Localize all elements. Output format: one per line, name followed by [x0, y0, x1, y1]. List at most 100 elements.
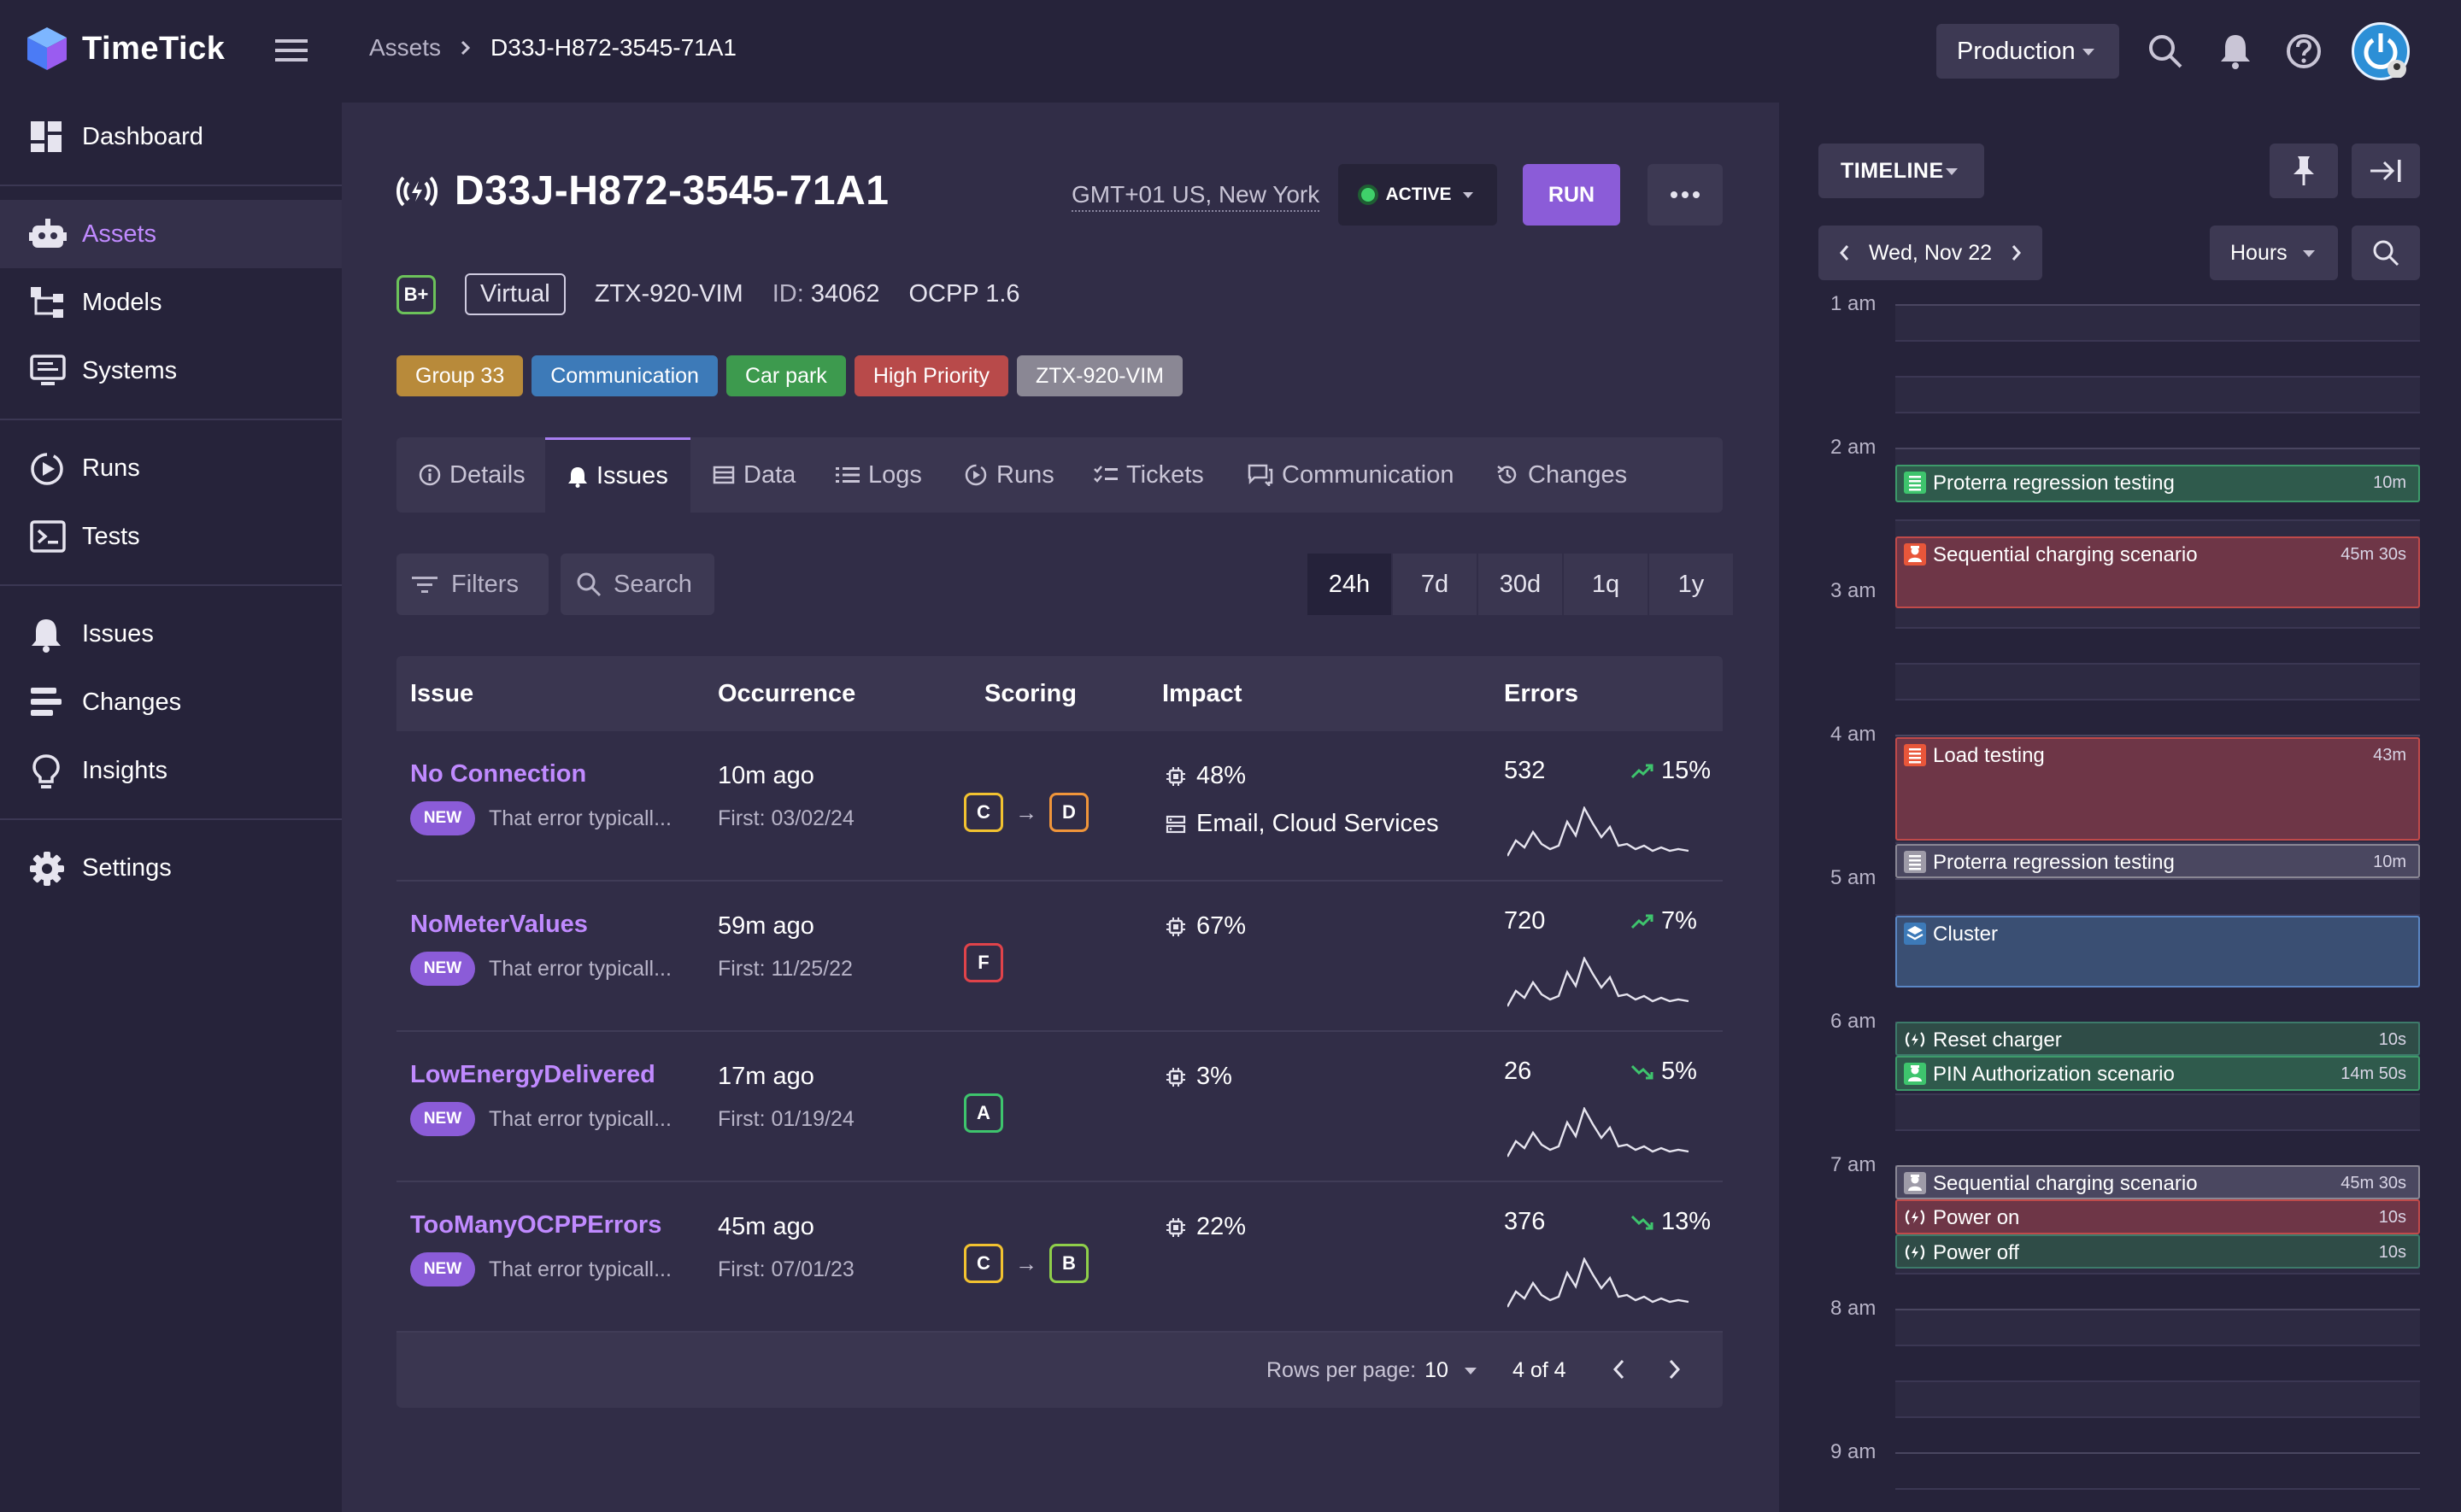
range-option-1y[interactable]: 1y: [1649, 554, 1733, 615]
filters-button[interactable]: Filters: [396, 554, 549, 615]
timeline-event[interactable]: Cluster: [1895, 915, 2420, 987]
grid-line: [1895, 878, 2420, 880]
tab-tickets[interactable]: Tickets: [1094, 437, 1204, 513]
timeline-event[interactable]: Load testing 43m: [1895, 737, 2420, 841]
timeline-event[interactable]: PIN Authorization scenario 14m 50s: [1895, 1056, 2420, 1091]
table-row[interactable]: No Connection NEW That error typicall... 10…: [396, 731, 1723, 882]
column-header-errors[interactable]: Errors: [1504, 680, 1579, 707]
grid-line: [1895, 448, 2420, 449]
pin-button[interactable]: [2270, 144, 2338, 198]
chevron-right-icon[interactable]: [2011, 243, 2023, 262]
user-avatar[interactable]: [2352, 22, 2410, 80]
sidebar-item-runs[interactable]: Runs: [0, 434, 342, 502]
scoring-badges: A: [964, 1093, 1003, 1133]
tab-changes[interactable]: Changes: [1495, 437, 1627, 513]
sidebar: Dashboard Assets Models Systems Runs Tes…: [0, 103, 342, 1512]
app-logo[interactable]: TimeTick: [26, 26, 225, 72]
chevron-left-icon[interactable]: [1838, 243, 1850, 262]
timeline-search-button[interactable]: [2352, 226, 2420, 280]
issue-name-link[interactable]: No Connection: [410, 760, 587, 788]
tab-runs[interactable]: Runs: [964, 437, 1054, 513]
range-option-24h[interactable]: 24h: [1307, 554, 1391, 615]
issue-name-link[interactable]: LowEnergyDelivered: [410, 1061, 655, 1088]
table-row[interactable]: NoMeterValues NEW That error typicall... 59…: [396, 882, 1723, 1032]
range-option-7d[interactable]: 7d: [1393, 554, 1477, 615]
breadcrumb-parent[interactable]: Assets: [369, 34, 442, 61]
tab-label: Data: [743, 460, 796, 489]
grid-line: [1895, 699, 2420, 700]
chevron-right-icon[interactable]: [1666, 1358, 1682, 1380]
sidebar-item-dashboard[interactable]: Dashboard: [0, 103, 342, 171]
list-icon: [836, 467, 860, 483]
rows-per-page[interactable]: Rows per page: 10: [1266, 1358, 1477, 1383]
error-trend: 13%: [1630, 1208, 1711, 1236]
issue-name-link[interactable]: TooManyOCPPErrors: [410, 1211, 662, 1239]
timeline-event[interactable]: Sequential charging scenario 45m 30s: [1895, 1165, 2420, 1200]
search-input[interactable]: Search: [561, 554, 714, 615]
event-duration: 10s: [2378, 1242, 2406, 1262]
table-row[interactable]: LowEnergyDelivered NEW That error typicall…: [396, 1032, 1723, 1182]
menu-icon[interactable]: [275, 38, 308, 63]
person-icon: [1904, 543, 1926, 566]
grid-line: [1895, 1309, 2420, 1310]
timeline-event[interactable]: Proterra regression testing 10m: [1895, 465, 2420, 502]
sidebar-item-issues[interactable]: Issues: [0, 600, 342, 668]
scoring-badges: C → D: [964, 793, 1089, 832]
column-header-scoring[interactable]: Scoring: [984, 680, 1077, 707]
column-header-issue[interactable]: Issue: [410, 680, 474, 707]
tab-data[interactable]: Data: [713, 437, 796, 513]
tab-logs[interactable]: Logs: [836, 437, 922, 513]
sidebar-item-settings[interactable]: Settings: [0, 834, 342, 902]
grid-line: [1895, 340, 2420, 342]
sidebar-item-changes[interactable]: Changes: [0, 668, 342, 736]
status-dot: [1361, 188, 1376, 202]
sidebar-item-insights[interactable]: Insights: [0, 736, 342, 805]
tag-badge: High Priority: [854, 355, 1008, 396]
error-count: 26: [1504, 1058, 1532, 1085]
status-select[interactable]: ACTIVE: [1338, 164, 1497, 226]
hour-label: 6 am: [1830, 1010, 1877, 1033]
sidebar-item-label: Changes: [82, 688, 182, 716]
column-header-impact[interactable]: Impact: [1162, 680, 1242, 707]
timezone-label[interactable]: GMT+01 US, New York: [1072, 181, 1320, 212]
collapse-panel-button[interactable]: [2352, 144, 2420, 198]
tab-issues[interactable]: Issues: [545, 437, 690, 513]
timeline-event[interactable]: Proterra regression testing 10m: [1895, 843, 2420, 878]
date-navigator[interactable]: Wed, Nov 22: [1818, 226, 2042, 280]
event-name: Reset charger: [1933, 1029, 2062, 1052]
sidebar-item-assets[interactable]: Assets: [0, 200, 342, 268]
chevron-left-icon[interactable]: [1612, 1358, 1627, 1380]
event-duration: 10s: [2378, 1030, 2406, 1049]
help-icon[interactable]: [2285, 32, 2323, 70]
timeline-event[interactable]: Reset charger 10s: [1895, 1022, 2420, 1057]
asset-meta: B+ Virtual ZTX-920-VIM ID: 34062 OCPP 1.…: [396, 273, 1020, 315]
sidebar-item-tests[interactable]: Tests: [0, 502, 342, 571]
more-options-button[interactable]: [1648, 164, 1723, 226]
scoring-badges: F: [964, 943, 1003, 982]
first-seen: First: 07/01/23: [718, 1257, 855, 1281]
timeline-event[interactable]: Power on 10s: [1895, 1199, 2420, 1234]
run-button[interactable]: RUN: [1523, 164, 1620, 226]
person-icon-glyph: [1908, 1175, 1922, 1191]
timeline-event[interactable]: Sequential charging scenario 45m 30s: [1895, 536, 2420, 609]
tab-label: Details: [449, 460, 526, 489]
error-sparkline: [1507, 1107, 1689, 1157]
table-row[interactable]: TooManyOCPPErrors NEW That error typicall.…: [396, 1182, 1723, 1333]
scale-select[interactable]: Hours: [2210, 226, 2338, 280]
timeline-select[interactable]: TIMELINE: [1818, 144, 1984, 198]
sidebar-item-models[interactable]: Models: [0, 268, 342, 337]
range-option-30d[interactable]: 30d: [1478, 554, 1562, 615]
tab-communication[interactable]: Communication: [1248, 437, 1454, 513]
search-icon[interactable]: [2147, 32, 2184, 70]
column-header-occurrence[interactable]: Occurrence: [718, 680, 856, 707]
issue-name-link[interactable]: NoMeterValues: [410, 911, 588, 938]
caret-down-icon: [1462, 191, 1473, 198]
bell-icon[interactable]: [2218, 32, 2252, 70]
range-option-1q[interactable]: 1q: [1564, 554, 1648, 615]
issue-description: That error typicall...: [489, 957, 672, 981]
pin-icon: [2294, 156, 2314, 185]
sidebar-item-systems[interactable]: Systems: [0, 337, 342, 405]
timeline-event[interactable]: Power off 10s: [1895, 1234, 2420, 1269]
tab-details[interactable]: Details: [419, 437, 526, 513]
environment-select[interactable]: Production: [1936, 24, 2119, 79]
